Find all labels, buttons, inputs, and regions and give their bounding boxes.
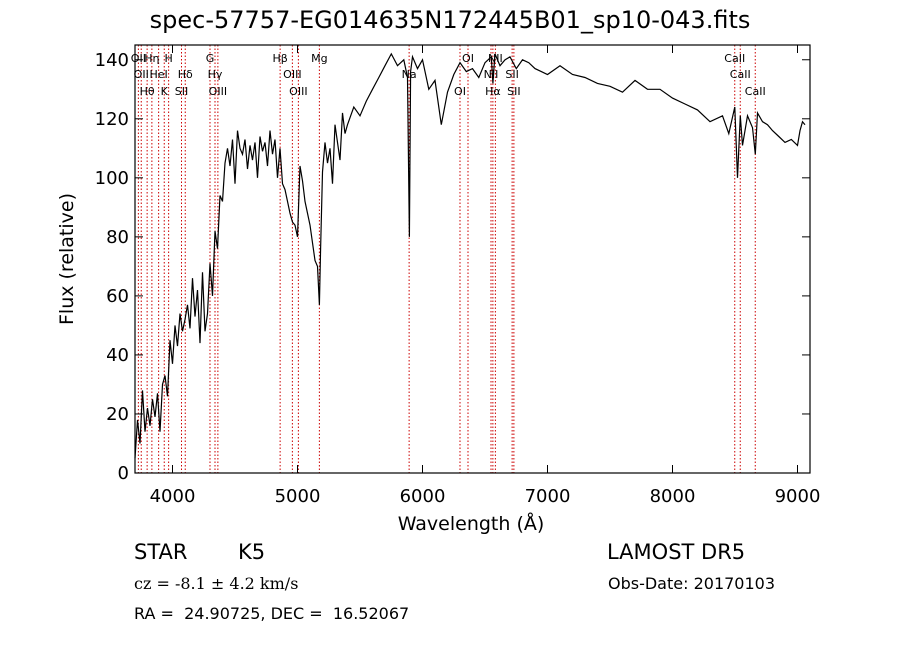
- survey-name: LAMOST DR5: [607, 540, 746, 564]
- y-tick-label: 120: [95, 109, 129, 130]
- line-marker-label: NII: [484, 68, 499, 81]
- x-axis-label: Wavelength (Å): [398, 512, 545, 535]
- line-marker-label: SII: [175, 85, 188, 98]
- line-marker-label: CaII: [745, 85, 766, 98]
- x-tick-label: 9000: [775, 486, 821, 507]
- line-marker-label: Hα: [485, 85, 501, 98]
- line-marker-label: Na: [402, 68, 417, 81]
- spectral-class: K5: [238, 540, 266, 564]
- x-tick-label: 7000: [525, 486, 571, 507]
- spectrum-series-line: [134, 52, 806, 459]
- y-tick-label: 20: [106, 404, 129, 425]
- line-marker-label: Hη: [144, 52, 159, 65]
- line-marker-label: H: [164, 52, 172, 65]
- line-marker-label: Hδ: [178, 68, 193, 81]
- x-tick-label: 4000: [150, 486, 196, 507]
- y-tick-label: 100: [95, 168, 129, 189]
- axis-ticks: 4000 5000 6000 7000 8000 9000 0 20 40 60 80 100 120 1…: [95, 45, 821, 507]
- line-marker-label: CaII: [724, 52, 745, 65]
- line-marker-label: K: [161, 85, 169, 98]
- line-marker-label: OI: [462, 52, 474, 65]
- y-tick-label: 80: [106, 227, 129, 248]
- line-marker-label: SII: [507, 85, 520, 98]
- line-marker-label: OIII: [283, 68, 301, 81]
- line-marker-label: OII: [134, 68, 149, 81]
- spectral-line-labels: OIIOIIHθHηHeIKHHδSIIGHγOIIIHβOIIIOIIIMgN…: [131, 52, 766, 98]
- y-tick-label: 60: [106, 286, 129, 307]
- y-tick-label: 0: [118, 463, 129, 484]
- x-tick-label: 6000: [400, 486, 446, 507]
- observation-date: Obs-Date: 20170103: [608, 574, 776, 593]
- plot-frame: [134, 44, 811, 474]
- line-marker-label: Hβ: [272, 52, 287, 65]
- redshift-velocity: cz = -8.1 ± 4.2 km/s: [134, 574, 299, 593]
- x-tick-label: 8000: [650, 486, 696, 507]
- line-marker-label: OIII: [209, 85, 227, 98]
- line-marker-label: CaII: [730, 68, 751, 81]
- line-marker-label: Mg: [311, 52, 327, 65]
- coordinates: RA = 24.90725, DEC = 16.52067: [134, 604, 410, 623]
- spectral-line-markers: [137, 45, 756, 473]
- line-marker-label: Hθ: [140, 85, 155, 98]
- line-marker-label: HeI: [149, 68, 167, 81]
- y-tick-label: 40: [106, 345, 129, 366]
- line-marker-label: Hγ: [208, 68, 223, 81]
- line-marker-label: OI: [454, 85, 466, 98]
- line-marker-label: OIII: [289, 85, 307, 98]
- object-type: STAR: [134, 540, 188, 564]
- y-tick-label: 140: [95, 50, 129, 71]
- line-marker-label: G: [206, 52, 215, 65]
- x-tick-label: 5000: [275, 486, 321, 507]
- y-axis-label: Flux (relative): [56, 193, 78, 325]
- chart-title: spec-57757-EG014635N172445B01_sp10-043.f…: [149, 6, 751, 34]
- line-marker-label: SII: [505, 68, 518, 81]
